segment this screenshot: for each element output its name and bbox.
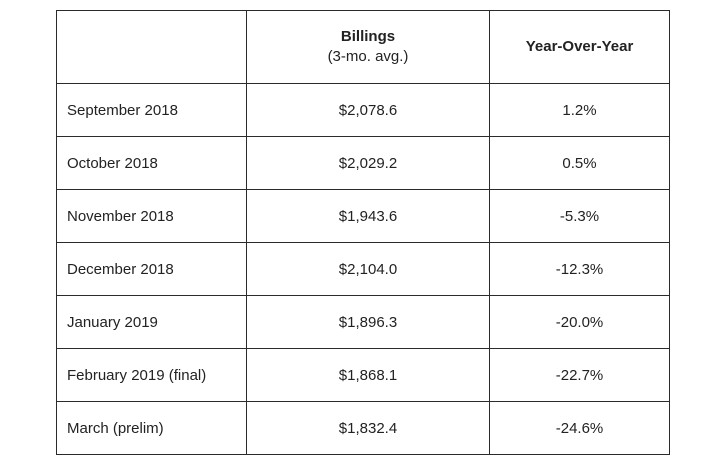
table-row: December 2018 $2,104.0 -12.3% xyxy=(56,242,670,296)
row-billings: $1,896.3 xyxy=(246,295,490,349)
table-row: January 2019 $1,896.3 -20.0% xyxy=(56,295,670,349)
table-body: September 2018 $2,078.6 1.2% October 201… xyxy=(56,83,670,455)
row-month: December 2018 xyxy=(56,242,247,296)
row-billings: $1,832.4 xyxy=(246,401,490,455)
row-yoy: -22.7% xyxy=(489,348,670,402)
header-billings-title: Billings xyxy=(340,28,396,45)
header-empty-cell xyxy=(56,10,247,84)
row-month: October 2018 xyxy=(56,136,247,190)
billings-table: Billings (3-mo. avg.) Year-Over-Year Sep… xyxy=(56,10,670,455)
row-yoy: -5.3% xyxy=(489,189,670,243)
row-billings: $2,104.0 xyxy=(246,242,490,296)
header-yoy: Year-Over-Year xyxy=(489,10,670,84)
table-row: September 2018 $2,078.6 1.2% xyxy=(56,83,670,137)
header-row: Billings (3-mo. avg.) Year-Over-Year xyxy=(56,10,670,84)
row-billings: $1,868.1 xyxy=(246,348,490,402)
row-billings: $2,029.2 xyxy=(246,136,490,190)
table-row: February 2019 (final) $1,868.1 -22.7% xyxy=(56,348,670,402)
table-row: March (prelim) $1,832.4 -24.6% xyxy=(56,401,670,455)
row-billings: $1,943.6 xyxy=(246,189,490,243)
row-month: September 2018 xyxy=(56,83,247,137)
row-month: March (prelim) xyxy=(56,401,247,455)
row-month: November 2018 xyxy=(56,189,247,243)
row-billings: $2,078.6 xyxy=(246,83,490,137)
header-billings-subtitle: (3-mo. avg.) xyxy=(327,48,409,65)
table-row: November 2018 $1,943.6 -5.3% xyxy=(56,189,670,243)
header-billings: Billings (3-mo. avg.) xyxy=(246,10,490,84)
header-yoy-title: Year-Over-Year xyxy=(525,38,634,55)
row-yoy: -12.3% xyxy=(489,242,670,296)
table-header: Billings (3-mo. avg.) Year-Over-Year xyxy=(56,10,670,84)
row-month: January 2019 xyxy=(56,295,247,349)
billings-table-container: Billings (3-mo. avg.) Year-Over-Year Sep… xyxy=(56,10,670,455)
table-row: October 2018 $2,029.2 0.5% xyxy=(56,136,670,190)
row-yoy: 0.5% xyxy=(489,136,670,190)
row-yoy: 1.2% xyxy=(489,83,670,137)
row-yoy: -24.6% xyxy=(489,401,670,455)
row-yoy: -20.0% xyxy=(489,295,670,349)
row-month: February 2019 (final) xyxy=(56,348,247,402)
